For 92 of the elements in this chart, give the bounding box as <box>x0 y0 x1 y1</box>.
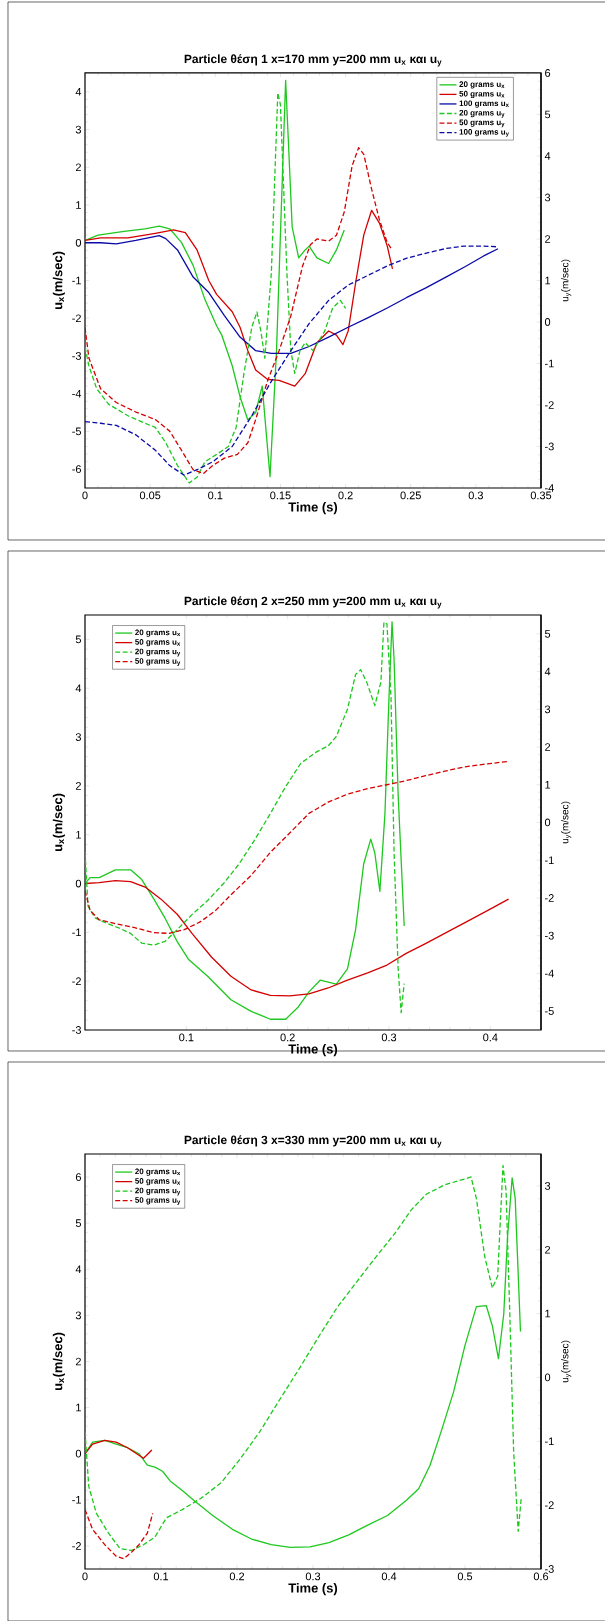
x-axis-title: Time (s) <box>288 1044 338 1057</box>
y2-tick-label: -4 <box>545 484 554 492</box>
y2-axis-title: u$_{y}$(m/sec) <box>561 259 572 302</box>
x-tick-label: 0.3 <box>381 1033 397 1042</box>
x-tick-label: 0.2 <box>280 1033 295 1042</box>
x-tick-label: 0.3 <box>468 491 483 500</box>
y-tick-label: -1 <box>72 1496 81 1504</box>
y2-tick-label: -2 <box>545 1501 554 1509</box>
y-tick-label: -2 <box>72 1542 81 1550</box>
y-tick-label: 0 <box>75 879 82 888</box>
y2-tick-label: 4 <box>544 667 551 676</box>
y2-tick-label: 2 <box>545 235 551 243</box>
y-tick-label: -1 <box>72 276 81 285</box>
y-tick-label: 0 <box>75 238 82 247</box>
x-tick-label: 0.5 <box>457 1572 473 1581</box>
y2-tick-label: -4 <box>545 969 554 978</box>
y-tick-label: 2 <box>75 163 81 172</box>
y2-tick-label: 0 <box>544 818 551 827</box>
y-tick-label: 2 <box>75 1357 81 1366</box>
y-tick-label: -5 <box>72 427 82 436</box>
y2-tick-label: 0 <box>544 318 551 326</box>
y2-axis-title: u$_{y}$(m/sec) <box>561 801 572 844</box>
x-tick-label: 0.2 <box>338 491 353 500</box>
y-tick-label: -2 <box>72 977 81 985</box>
y-tick-label: 5 <box>75 635 82 644</box>
y-tick-label: 1 <box>76 1403 81 1412</box>
y-axis-title: u$_{x}$(m/sec) <box>52 1332 65 1391</box>
y-tick-label: 1 <box>76 830 81 839</box>
y2-tick-label: 0 <box>544 1373 551 1382</box>
x-axis-title: Time (s) <box>288 1583 338 1596</box>
y-tick-label: -3 <box>72 1026 81 1034</box>
x-tick-label: 0.05 <box>139 491 161 500</box>
y2-tick-label: 3 <box>544 193 551 202</box>
y-tick-label: 4 <box>75 684 82 692</box>
y-tick-label: 2 <box>75 782 81 790</box>
y2-tick-label: 3 <box>544 1182 551 1190</box>
y-axis-title: u$_{x}$(m/sec) <box>52 251 65 310</box>
y2-tick-label: -1 <box>545 359 554 368</box>
y-tick-label: 1 <box>76 201 81 209</box>
chart-title: Particle θέση 2 x=250 mm y=200 mm u$_{x}$ και u$_{y}$ <box>184 596 442 609</box>
y2-tick-label: -5 <box>545 1007 554 1015</box>
y-axis-title: u$_{x}$(m/sec) <box>52 793 65 852</box>
x-axis-title: Time (s) <box>288 502 338 515</box>
y2-tick-label: -3 <box>545 442 554 451</box>
y2-tick-label: 1 <box>545 780 551 789</box>
y-tick-label: 0 <box>75 1449 82 1458</box>
line-series <box>85 147 392 475</box>
y2-tick-label: -1 <box>545 856 554 864</box>
y-tick-label: 3 <box>75 125 81 134</box>
y-tick-label: -2 <box>72 314 81 323</box>
y2-tick-label: 6 <box>545 69 551 77</box>
y2-tick-label: 5 <box>544 630 551 638</box>
y-tick-label: 3 <box>75 1311 81 1320</box>
line-series <box>85 1439 153 1459</box>
y-tick-label: 6 <box>75 1173 81 1181</box>
x-tick-label: 0.1 <box>153 1572 169 1581</box>
y-tick-label: -4 <box>72 389 82 398</box>
y-tick-label: -1 <box>72 928 81 937</box>
y-tick-label: 3 <box>75 733 81 741</box>
y2-tick-label: -1 <box>545 1437 554 1446</box>
y2-tick-label: 5 <box>544 110 551 119</box>
line-series <box>85 1508 154 1560</box>
x-tick-label: 0.15 <box>270 491 291 500</box>
y2-tick-label: -2 <box>545 894 554 902</box>
y-tick-label: 5 <box>75 1219 82 1227</box>
y-tick-label: 4 <box>75 1265 82 1274</box>
chart-title: Particle θέση 3 x=330 mm y=200 mm u$_{x}$ και u$_{y}$ <box>184 1135 442 1148</box>
y2-tick-label: -2 <box>545 401 554 409</box>
y2-tick-label: 2 <box>545 743 551 751</box>
y2-tick-label: 1 <box>545 1309 551 1318</box>
x-tick-label: 0.2 <box>229 1572 245 1581</box>
y2-tick-label: 3 <box>544 705 551 714</box>
x-tick-label: 0.3 <box>305 1572 321 1581</box>
x-tick-label: 0 <box>82 491 88 500</box>
y2-tick-label: -3 <box>545 1565 554 1573</box>
y-tick-label: 4 <box>75 88 82 96</box>
x-tick-label: 0 <box>82 1572 88 1581</box>
x-tick-label: 0.35 <box>530 491 552 500</box>
x-tick-label: 0.4 <box>483 1033 498 1042</box>
y2-tick-label: -3 <box>545 931 554 940</box>
x-tick-label: 0.1 <box>179 1033 194 1042</box>
chart-title: Particle θέση 1 x=170 mm y=200 mm u$_{x}$ και u$_{y}$ <box>184 54 442 67</box>
x-tick-label: 0.4 <box>381 1572 397 1581</box>
y-tick-label: -3 <box>72 352 81 360</box>
y2-tick-label: 1 <box>545 276 551 285</box>
x-tick-label: 0.1 <box>208 491 223 500</box>
y-tick-label: -6 <box>72 465 81 473</box>
y2-tick-label: 2 <box>545 1245 551 1254</box>
y2-tick-label: 4 <box>544 152 551 160</box>
y2-axis-title: u$_{y}$(m/sec) <box>561 1340 572 1383</box>
x-tick-label: 0.6 <box>533 1572 549 1581</box>
x-tick-label: 0.25 <box>400 491 421 500</box>
